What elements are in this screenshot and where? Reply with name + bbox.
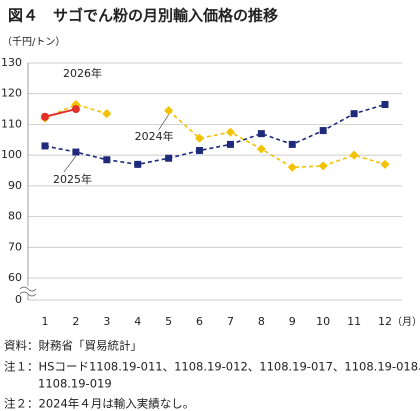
- marker: [350, 110, 358, 118]
- series-label: 2025年: [53, 172, 92, 186]
- marker: [288, 140, 296, 148]
- marker: [226, 140, 234, 148]
- series-label: 2026年: [63, 66, 102, 80]
- marker: [41, 142, 49, 150]
- note: 1108.19-019: [38, 377, 112, 391]
- marker: [134, 160, 142, 168]
- y-tick-label: 120: [1, 87, 22, 100]
- y-unit: （千円/トン）: [2, 36, 65, 48]
- series-line: [44, 103, 386, 166]
- marker: [196, 147, 204, 155]
- marker: [164, 106, 174, 116]
- y-tick-label: 0: [15, 293, 22, 306]
- x-tick-label: 2: [72, 315, 79, 328]
- x-tick-label: 12: [378, 315, 392, 328]
- marker: [165, 154, 173, 162]
- note: 資料：財務省「貿易統計」: [4, 339, 142, 353]
- x-unit: （月）: [392, 316, 420, 328]
- y-tick-label: 130: [1, 56, 22, 69]
- marker: [381, 100, 389, 108]
- y-tick-label: 80: [8, 210, 22, 223]
- marker: [256, 144, 266, 154]
- x-tick-label: 3: [103, 315, 110, 328]
- marker: [318, 161, 328, 171]
- marker: [380, 159, 390, 169]
- marker: [103, 156, 111, 164]
- x-tick-label: 1: [42, 315, 49, 328]
- axis-break: [19, 291, 37, 297]
- marker: [102, 109, 112, 119]
- y-tick-label: 70: [8, 240, 22, 253]
- marker: [257, 130, 265, 138]
- marker: [71, 105, 80, 114]
- leader: [158, 114, 169, 131]
- x-tick-label: 11: [347, 315, 361, 328]
- x-tick-label: 7: [227, 315, 234, 328]
- chart-title: 図４ サゴでん粉の月別輸入価格の推移: [8, 7, 278, 25]
- y-tick-label: 60: [8, 271, 22, 284]
- series-line: [44, 108, 77, 118]
- marker: [195, 133, 205, 143]
- note: 注１：HSコード1108.19-011、1108.19-012、1108.19-…: [4, 360, 420, 374]
- marker: [349, 150, 359, 160]
- x-tick-label: 5: [165, 315, 172, 328]
- x-tick-label: 8: [258, 315, 265, 328]
- x-tick-label: 6: [196, 315, 203, 328]
- x-tick-label: 4: [134, 315, 141, 328]
- y-tick-label: 90: [8, 179, 22, 192]
- leader: [63, 155, 77, 173]
- marker: [287, 162, 297, 172]
- marker: [41, 112, 49, 121]
- y-tick-label: 110: [1, 117, 22, 130]
- y-tick-label: 100: [1, 148, 22, 161]
- marker: [319, 127, 327, 135]
- x-tick-label: 9: [289, 315, 296, 328]
- marker: [72, 148, 80, 156]
- x-tick-label: 10: [316, 315, 330, 328]
- note: 注２：2024年４月は輸入実績なし。: [4, 397, 194, 411]
- series-label: 2024年: [135, 129, 174, 143]
- axis-break: [19, 286, 37, 292]
- series-line: [44, 103, 386, 169]
- marker: [225, 127, 235, 137]
